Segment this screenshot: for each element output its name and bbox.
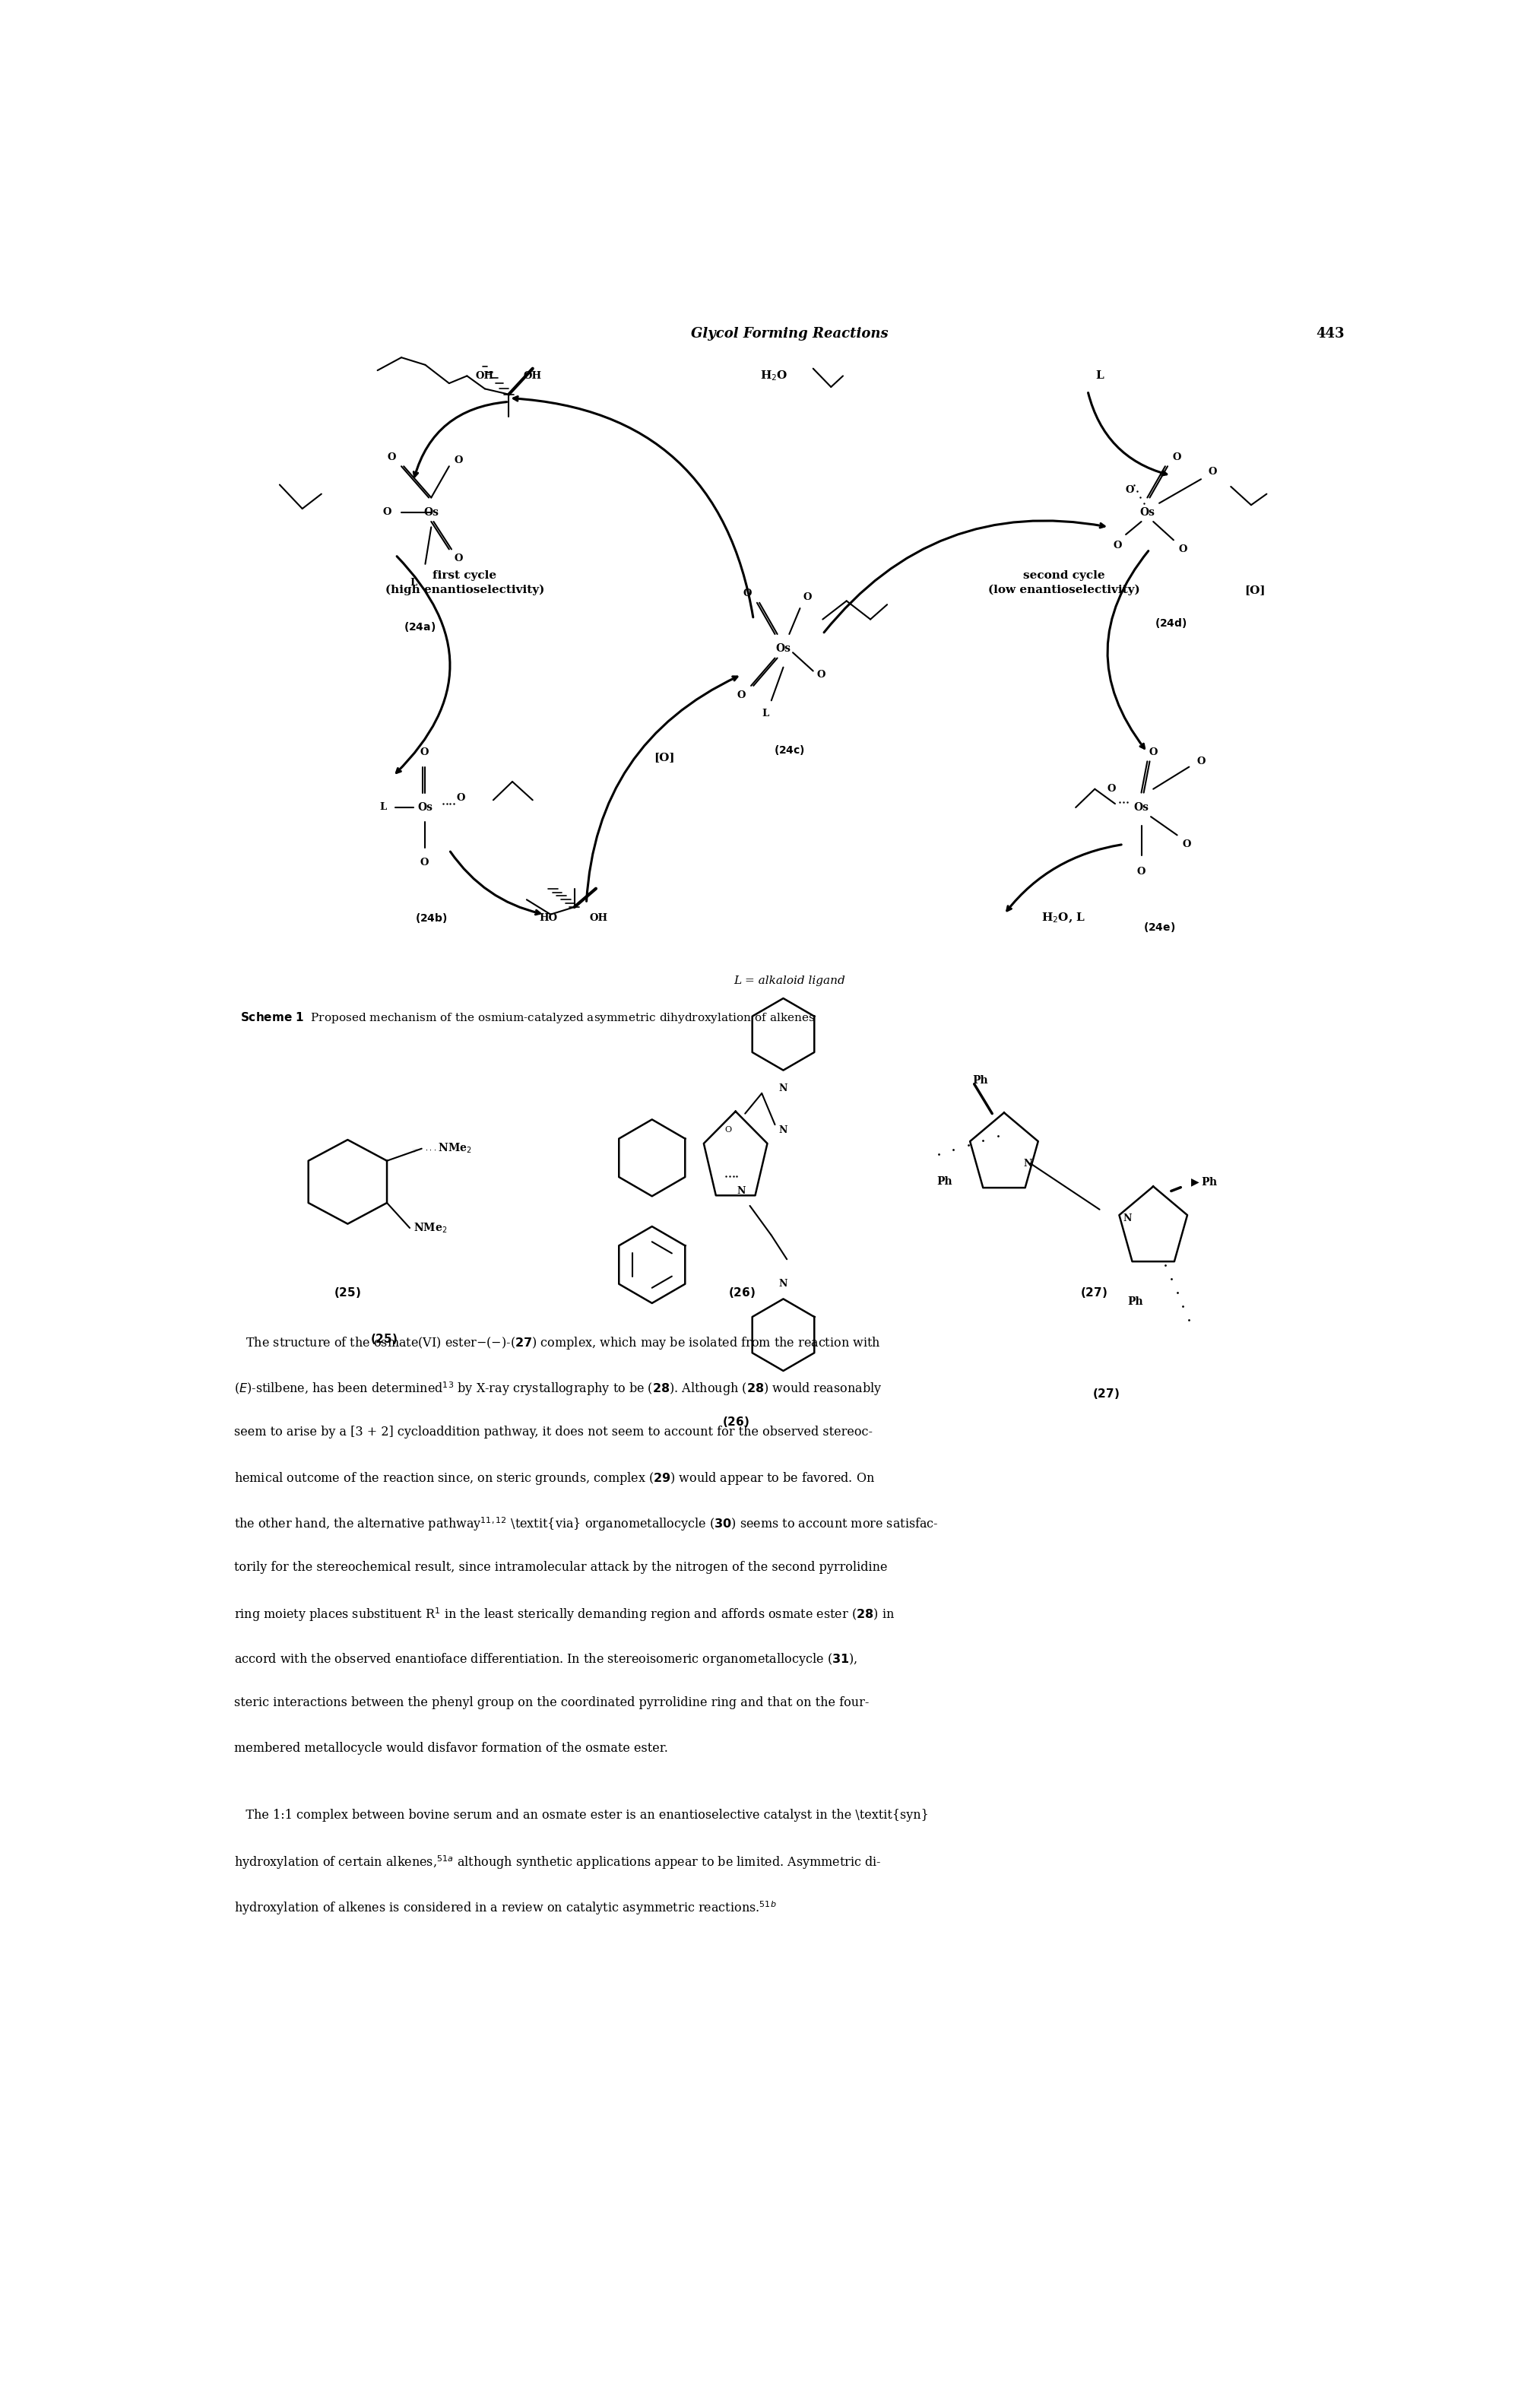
Text: Os: Os <box>1133 802 1149 812</box>
Text: torily for the stereochemical result, since intramolecular attack by the nitroge: torily for the stereochemical result, si… <box>234 1562 887 1574</box>
Text: O: O <box>388 453 396 462</box>
Text: Os: Os <box>1140 508 1155 517</box>
Text: O: O <box>457 793 465 802</box>
Text: 443: 443 <box>1315 328 1344 340</box>
Text: $\mathbf{(24a)}$: $\mathbf{(24a)}$ <box>403 620 436 632</box>
Text: OH: OH <box>524 371 542 381</box>
Text: O: O <box>1149 747 1158 757</box>
Text: O: O <box>1178 544 1187 553</box>
Text: $\mathbf{(24e)}$: $\mathbf{(24e)}$ <box>1143 920 1175 934</box>
Text: O: O <box>1126 486 1133 496</box>
Text: accord with the observed enantioface differentiation. In the stereoisomeric orga: accord with the observed enantioface dif… <box>234 1650 858 1667</box>
Text: hydroxylation of certain alkenes,$^{51a}$ although synthetic applications appear: hydroxylation of certain alkenes,$^{51a}… <box>234 1854 881 1870</box>
Text: L = alkaloid ligand: L = alkaloid ligand <box>733 975 845 987</box>
Text: steric interactions between the phenyl group on the coordinated pyrrolidine ring: steric interactions between the phenyl g… <box>234 1696 869 1710</box>
Text: $\mathbf{(27)}$: $\mathbf{(27)}$ <box>1080 1286 1107 1300</box>
Text: L: L <box>762 709 768 718</box>
Text: seem to arise by a [3 + 2] cycloaddition pathway, it does not seem to account fo: seem to arise by a [3 + 2] cycloaddition… <box>234 1425 873 1437</box>
Text: O: O <box>744 589 752 599</box>
Text: N: N <box>1123 1214 1132 1224</box>
Text: Ph: Ph <box>972 1075 989 1085</box>
Text: H$_2$O, L: H$_2$O, L <box>1041 912 1086 924</box>
Text: first cycle
(high enantioselectivity): first cycle (high enantioselectivity) <box>385 570 544 594</box>
Text: O: O <box>1183 838 1190 850</box>
Text: L: L <box>1095 371 1104 381</box>
Text: OH: OH <box>476 371 494 381</box>
Text: NMe$_2$: NMe$_2$ <box>413 1221 447 1233</box>
Text: HO: HO <box>539 912 557 922</box>
Text: $\mathbf{(24d)}$: $\mathbf{(24d)}$ <box>1155 616 1187 630</box>
Text: N: N <box>738 1186 745 1195</box>
Text: O: O <box>738 690 745 699</box>
Text: $\mathbf{Scheme\ 1}$  Proposed mechanism of the osmium-catalyzed asymmetric dihy: $\mathbf{Scheme\ 1}$ Proposed mechanism … <box>240 1011 815 1025</box>
Text: the other hand, the alternative pathway$^{11,12}$ \textit{via} organometallocycl: the other hand, the alternative pathway$… <box>234 1516 939 1533</box>
Text: ring moiety places substituent R$^1$ in the least sterically demanding region an: ring moiety places substituent R$^1$ in … <box>234 1607 895 1624</box>
Text: O: O <box>1107 783 1116 795</box>
Text: Ph: Ph <box>936 1176 952 1188</box>
Text: O: O <box>420 747 428 757</box>
Text: $\mathbf{(26)}$: $\mathbf{(26)}$ <box>728 1286 755 1300</box>
Text: $\mathbf{(25)}$: $\mathbf{(25)}$ <box>334 1286 362 1300</box>
Text: O: O <box>1173 453 1181 462</box>
Text: $\mathbf{(25)}$: $\mathbf{(25)}$ <box>370 1332 397 1346</box>
Text: hemical outcome of the reaction since, on steric grounds, complex ($\mathbf{29}$: hemical outcome of the reaction since, o… <box>234 1471 875 1487</box>
Text: O: O <box>1197 757 1206 766</box>
Text: $\mathbf{(24c)}$: $\mathbf{(24c)}$ <box>773 745 805 757</box>
Text: [O]: [O] <box>653 752 675 764</box>
Text: O: O <box>725 1126 732 1133</box>
Text: Glycol Forming Reactions: Glycol Forming Reactions <box>690 328 889 340</box>
Text: The structure of the osmate(VI) ester$-$($-$)-($\mathbf{27}$) complex, which may: The structure of the osmate(VI) ester$-$… <box>234 1334 881 1351</box>
Text: N: N <box>779 1279 787 1289</box>
Text: $\blacktriangleright$Ph: $\blacktriangleright$Ph <box>1189 1176 1218 1188</box>
Text: Os: Os <box>776 644 792 654</box>
Text: Ph: Ph <box>1127 1296 1143 1308</box>
Text: $\mathbf{(27)}$: $\mathbf{(27)}$ <box>1092 1387 1120 1401</box>
Text: second cycle
(low enantioselectivity): second cycle (low enantioselectivity) <box>987 570 1140 594</box>
Text: hydroxylation of alkenes is considered in a review on catalytic asymmetric react: hydroxylation of alkenes is considered i… <box>234 1899 776 1916</box>
Text: O: O <box>454 455 464 465</box>
Text: O: O <box>1209 467 1217 477</box>
Text: L: L <box>380 802 387 812</box>
Text: The 1:1 complex between bovine serum and an osmate ester is an enantioselective : The 1:1 complex between bovine serum and… <box>234 1808 929 1823</box>
Text: N: N <box>779 1126 787 1135</box>
Text: N: N <box>1024 1159 1032 1169</box>
Text: ($E$)-stilbene, has been determined$^{13}$ by X-ray crystallography to be ($\mat: ($E$)-stilbene, has been determined$^{13… <box>234 1380 882 1396</box>
Text: Os: Os <box>417 802 433 812</box>
Text: O: O <box>818 671 825 680</box>
Text: H$_2$O: H$_2$O <box>759 369 787 383</box>
Text: O: O <box>420 857 428 867</box>
Text: membered metallocycle would disfavor formation of the osmate ester.: membered metallocycle would disfavor for… <box>234 1741 668 1756</box>
Text: O: O <box>454 553 464 563</box>
Text: Os: Os <box>424 508 439 517</box>
Text: O: O <box>1113 541 1121 551</box>
Text: L: L <box>410 577 417 587</box>
Text: [O]: [O] <box>1244 584 1266 596</box>
Text: O: O <box>382 508 391 517</box>
Text: $_{\cdot\cdot\cdot}$NMe$_2$: $_{\cdot\cdot\cdot}$NMe$_2$ <box>425 1142 473 1154</box>
Text: O: O <box>1137 867 1146 877</box>
Text: OH: OH <box>590 912 607 922</box>
Text: O: O <box>802 592 812 601</box>
Text: $\mathbf{(26)}$: $\mathbf{(26)}$ <box>722 1415 748 1427</box>
Text: N: N <box>779 1085 787 1095</box>
Text: $\mathbf{(24b)}$: $\mathbf{(24b)}$ <box>414 912 448 924</box>
